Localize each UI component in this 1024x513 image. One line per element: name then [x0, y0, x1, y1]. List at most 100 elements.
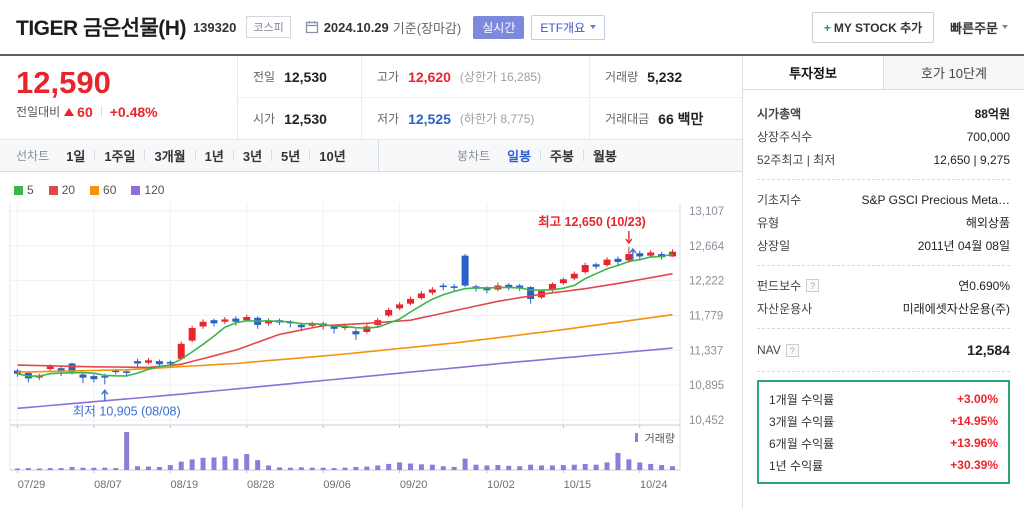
candle-body: [625, 254, 633, 261]
line-chart-tabs: 선차트 1일 1주일 3개월 1년 3년 5년 10년: [0, 140, 378, 171]
tab-period-6[interactable]: 5년: [281, 149, 301, 164]
tab-period-3[interactable]: 3개월: [154, 149, 186, 164]
sidebar-section: 기초지수 S&P GSCI Precious Meta… 유형 해외상품 상장일 2011…: [757, 180, 1010, 266]
info-value: 미래에셋자산운용(주): [902, 302, 1010, 316]
info-row: 52주최고 | 최저 12,650 | 9,275: [757, 148, 1010, 171]
tab-period-1[interactable]: 1일: [66, 149, 86, 164]
volume-bar: [287, 467, 293, 470]
base-date-suffix: 기준(장마감): [392, 20, 462, 36]
candle-body: [101, 376, 109, 378]
y-axis-label: 11,779: [689, 311, 723, 323]
candle-body: [570, 273, 578, 279]
volume-bar: [298, 467, 304, 470]
info-label: 상장일: [757, 239, 791, 253]
low-label: 저가: [377, 112, 400, 126]
x-axis-label: 10/15: [564, 479, 592, 491]
info-value: +13.96%: [950, 436, 998, 450]
divider: [232, 150, 234, 161]
ma-legend-label: 60: [103, 183, 117, 197]
etf-overview-button[interactable]: ETF개요: [531, 14, 606, 40]
volume-value: 5,232: [647, 68, 683, 85]
volume-bar: [528, 464, 534, 470]
candle-body: [90, 376, 98, 380]
volume-bar: [462, 458, 468, 470]
info-label: 6개월 수익률: [769, 436, 835, 451]
info-row: 시가총액 88억원: [757, 102, 1010, 125]
open-value: 12,530: [284, 110, 327, 127]
help-icon[interactable]: [806, 279, 820, 292]
table-row: 전일 12,530 고가 12,620 (상한가 16,285) 거래량 5,232: [238, 56, 742, 97]
ma-color-swatch-icon: [48, 185, 58, 195]
volume-bar: [266, 465, 272, 470]
candle-body: [592, 264, 600, 267]
volume-bar: [25, 468, 31, 470]
tab-period-5[interactable]: 3년: [242, 149, 263, 164]
divider: [100, 106, 102, 117]
info-sidebar: 투자정보 호가 10단계 시가총액 88억원 상장주식수 700,000 52주최고 | …: [742, 56, 1024, 508]
volume-bar: [517, 466, 523, 470]
tab-candle-2[interactable]: 주봉: [550, 149, 574, 164]
candle-body: [428, 289, 436, 293]
open-label: 시가: [253, 112, 276, 126]
tab-candle-1[interactable]: 일봉: [507, 149, 532, 164]
volume-bar: [375, 465, 381, 470]
sidebar-body: 시가총액 88억원 상장주식수 700,000 52주최고 | 최저 12,650 | 9…: [743, 90, 1024, 484]
sidebar-tab-inactive[interactable]: 호가 10단계: [884, 56, 1024, 89]
volume-bar: [582, 463, 588, 470]
candle-body: [188, 328, 196, 341]
realtime-badge[interactable]: 실시간: [473, 15, 525, 39]
sidebar-tab-active[interactable]: 투자정보: [743, 56, 884, 89]
lower-limit: (하한가 8,775): [459, 112, 535, 126]
info-row: 1개월 수익률 +3.00%: [769, 388, 998, 410]
x-axis-label: 08/07: [94, 479, 122, 491]
candle-body: [221, 319, 229, 322]
volume-bar: [615, 452, 621, 470]
tab-period-7[interactable]: 10년: [319, 149, 346, 164]
info-value: 연0.690%: [958, 279, 1010, 293]
candle-body: [439, 285, 447, 288]
ma-line: [17, 347, 673, 410]
my-stock-add-button[interactable]: + MY STOCK 추가: [811, 11, 935, 43]
candle-body: [210, 320, 218, 324]
ma-legend-item: 20: [48, 183, 75, 197]
trade-value: 66 백만: [658, 110, 704, 127]
volume-bar: [80, 467, 86, 470]
y-axis-label: 13,107: [689, 206, 724, 218]
candle-chart-tabs: 봉차트 일봉 주봉 월봉: [378, 140, 742, 171]
quick-order-button[interactable]: 빠른주문: [950, 18, 1008, 37]
volume-bar: [506, 465, 512, 470]
info-label: 자산운용사: [757, 302, 813, 316]
info-value: 2011년 04월 08일: [917, 239, 1010, 253]
candle-body: [614, 258, 622, 262]
info-row: 6개월 수익률 +13.96%: [769, 432, 998, 454]
y-axis-label: 10,895: [689, 380, 724, 392]
ma-color-swatch-icon: [90, 185, 100, 195]
tab-candle-3[interactable]: 월봉: [592, 149, 617, 164]
low-value: 12,525: [408, 110, 451, 127]
volume-bar: [593, 464, 599, 470]
candle-body: [123, 371, 131, 373]
info-value: S&P GSCI Precious Meta…: [861, 192, 1011, 207]
volume-bar: [473, 464, 479, 470]
candle-body: [166, 361, 174, 364]
volume-bar: [167, 465, 173, 470]
low-annotation: 최저 10,905 (08/08): [73, 404, 181, 418]
candle-body: [669, 251, 677, 257]
annotation-arrow-head: [101, 389, 109, 395]
candle-body: [199, 321, 207, 327]
candle-body: [330, 326, 338, 329]
candle-body: [548, 283, 556, 291]
volume-bar: [604, 462, 610, 470]
volume-bar: [47, 468, 53, 470]
current-price-block: 12,590 전일대비 60 +0.48%: [0, 56, 237, 139]
header: TIGER 금은선물(H) 139320 코스피 2024.10.29 기준(장…: [0, 0, 1024, 56]
tab-period-4[interactable]: 1년: [204, 149, 224, 164]
ma-color-swatch-icon: [131, 185, 141, 195]
tab-period-2[interactable]: 1주일: [104, 149, 136, 164]
market-badge: 코스피: [246, 16, 291, 38]
candle-body: [516, 285, 524, 288]
info-row: 상장주식수 700,000: [757, 125, 1010, 148]
help-icon[interactable]: [785, 343, 799, 357]
volume-bar: [571, 464, 577, 470]
